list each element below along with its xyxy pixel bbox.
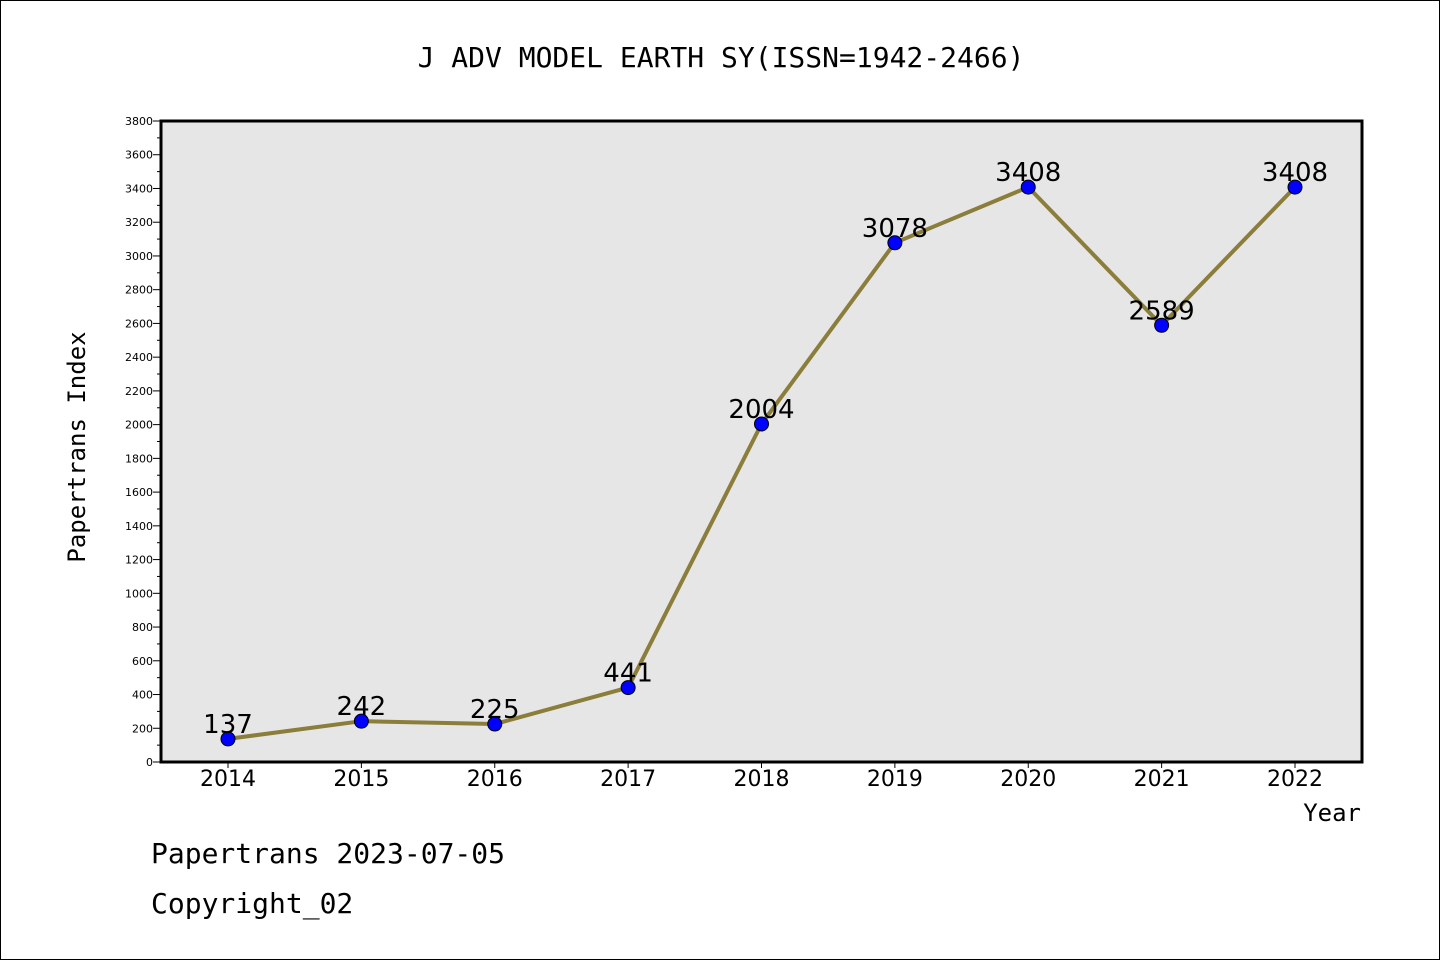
data-label: 3078 bbox=[862, 214, 928, 244]
data-point bbox=[1020, 179, 1036, 195]
footer-copyright: Copyright_02 bbox=[151, 887, 354, 920]
data-point bbox=[353, 713, 369, 729]
x-axis: 2014 2015 2016 2017 2018 2019 2020 2021 2022 bbox=[200, 762, 1323, 792]
y-tick-label: 3800 bbox=[125, 115, 153, 128]
y-axis: 0 200 400 600 800 1000 1200 1400 1600 1800 2000 220… bbox=[125, 115, 161, 769]
y-tick-label: 2800 bbox=[125, 284, 153, 297]
data-point bbox=[620, 680, 636, 696]
y-tick-label: 1200 bbox=[125, 554, 153, 567]
y-tick-label: 1000 bbox=[125, 587, 153, 600]
y-tick-label: 3200 bbox=[125, 216, 153, 229]
y-tick-label: 2600 bbox=[125, 317, 153, 330]
y-tick-label: 3400 bbox=[125, 182, 153, 195]
y-tick-label: 3600 bbox=[125, 149, 153, 162]
y-tick-label: 200 bbox=[132, 722, 153, 735]
data-label: 137 bbox=[203, 710, 253, 740]
data-label: 225 bbox=[470, 695, 520, 725]
x-tick-label: 2018 bbox=[734, 767, 790, 792]
x-tick-label: 2020 bbox=[1000, 767, 1056, 792]
y-tick-label: 800 bbox=[132, 621, 153, 634]
x-tick-label: 2014 bbox=[200, 767, 256, 792]
data-label: 2004 bbox=[728, 395, 794, 425]
x-tick-label: 2021 bbox=[1134, 767, 1190, 792]
data-label: 441 bbox=[603, 659, 653, 689]
data-point bbox=[1287, 179, 1303, 195]
y-tick-label: 600 bbox=[132, 655, 153, 668]
y-tick-label: 400 bbox=[132, 689, 153, 702]
y-tick-label: 1600 bbox=[125, 486, 153, 499]
x-tick-label: 2015 bbox=[333, 767, 389, 792]
data-point bbox=[487, 716, 503, 732]
series-layer: 137 242 225 441 2004 3078 3408 2589 3408 bbox=[203, 158, 1328, 747]
footer-date: Papertrans 2023-07-05 bbox=[151, 837, 506, 870]
y-tick-label: 2400 bbox=[125, 351, 153, 364]
y-tick-label: 0 bbox=[146, 756, 153, 769]
y-tick-label: 2000 bbox=[125, 419, 153, 432]
data-label: 2589 bbox=[1129, 296, 1195, 326]
y-axis-title: Papertrans Index bbox=[63, 331, 91, 562]
y-tick-label: 3000 bbox=[125, 250, 153, 263]
x-tick-label: 2019 bbox=[867, 767, 923, 792]
data-point bbox=[1154, 317, 1170, 333]
x-tick-label: 2016 bbox=[467, 767, 523, 792]
x-tick-label: 2022 bbox=[1267, 767, 1323, 792]
y-tick-label: 2200 bbox=[125, 385, 153, 398]
data-point bbox=[887, 235, 903, 251]
y-tick-label: 1800 bbox=[125, 452, 153, 465]
data-point bbox=[754, 416, 769, 432]
data-label: 3408 bbox=[995, 158, 1061, 188]
y-tick-label: 1400 bbox=[125, 520, 153, 533]
data-label: 3408 bbox=[1262, 158, 1328, 188]
x-axis-title: Year bbox=[1303, 799, 1361, 827]
data-label: 242 bbox=[337, 692, 387, 722]
chart-title: J ADV MODEL EARTH SY(ISSN=1942-2466) bbox=[418, 41, 1025, 74]
data-point bbox=[220, 731, 236, 747]
plot-area bbox=[159, 119, 1364, 764]
x-tick-label: 2017 bbox=[600, 767, 656, 792]
